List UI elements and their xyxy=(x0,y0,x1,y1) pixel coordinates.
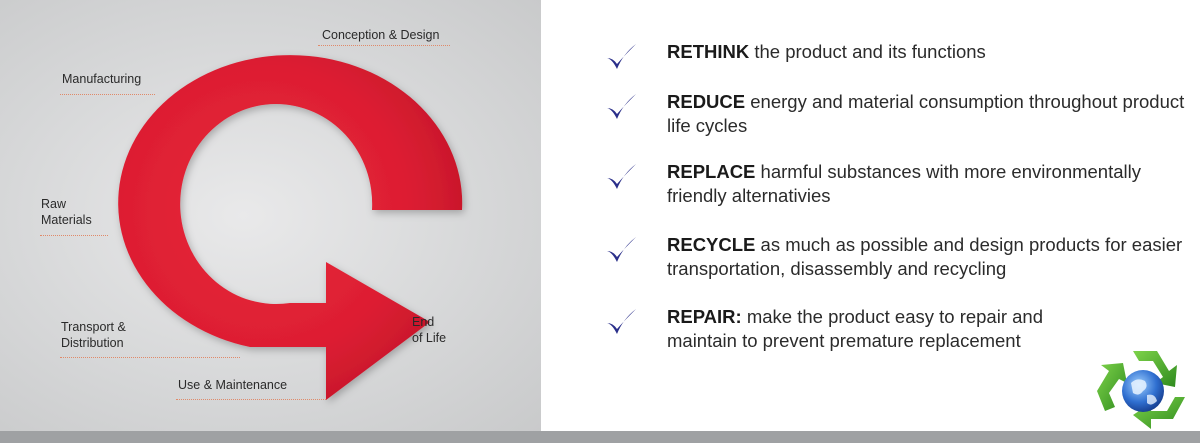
principle-description: the product and its functions xyxy=(749,41,986,62)
stage-line-raw-materials xyxy=(40,235,108,236)
stage-label-end-of-life: End of Life xyxy=(412,315,447,345)
stage-line-transport xyxy=(60,357,240,358)
principle-keyword: RECYCLE xyxy=(667,234,756,255)
principle-description: as much as possible and design products … xyxy=(667,234,1183,279)
stage-label-raw-materials: Raw Materials xyxy=(41,197,92,227)
stage-line-conception xyxy=(318,45,450,46)
checkmark-icon xyxy=(607,237,636,262)
stage-label-use: Use & Maintenance xyxy=(178,378,288,392)
lifecycle-diagram: Conception & Design Manufacturing Raw Ma… xyxy=(0,0,541,431)
principle-text: RECYCLE as much as possible and design p… xyxy=(667,233,1187,281)
principle-text: REDUCE energy and material consumption t… xyxy=(667,90,1187,138)
principle-keyword: REDUCE xyxy=(667,91,746,112)
stage-label-transport: Transport & Distribution xyxy=(61,320,126,350)
principle-description: make the product easy to repair and main… xyxy=(667,306,1043,351)
principle-text: REPAIR: make the product easy to repair … xyxy=(667,305,1087,353)
stage-label-conception: Conception & Design xyxy=(322,28,440,42)
principle-text: RETHINK the product and its functions xyxy=(667,40,1187,64)
bottom-bar xyxy=(0,431,1200,443)
principle-keyword: RETHINK xyxy=(667,41,750,62)
cycle-arrow xyxy=(118,55,463,401)
stage-line-use xyxy=(176,399,326,400)
principle-keyword: REPLACE xyxy=(667,161,756,182)
stage-line-manufacturing xyxy=(60,94,155,95)
checkmark-icon xyxy=(607,164,636,189)
principle-text: REPLACE harmful substances with more env… xyxy=(667,160,1187,208)
checkmark-icon xyxy=(607,94,636,119)
principle-keyword: REPAIR: xyxy=(667,306,742,327)
recycle-globe-icon xyxy=(1097,351,1185,429)
checkmark-icon xyxy=(607,44,636,69)
principle-description: harmful substances with more environment… xyxy=(667,161,1141,206)
checkmark-icon xyxy=(607,309,636,334)
stage-label-manufacturing: Manufacturing xyxy=(62,72,142,86)
principle-description: energy and material consumption througho… xyxy=(667,91,1185,136)
cycle-arrow-body xyxy=(118,55,463,401)
